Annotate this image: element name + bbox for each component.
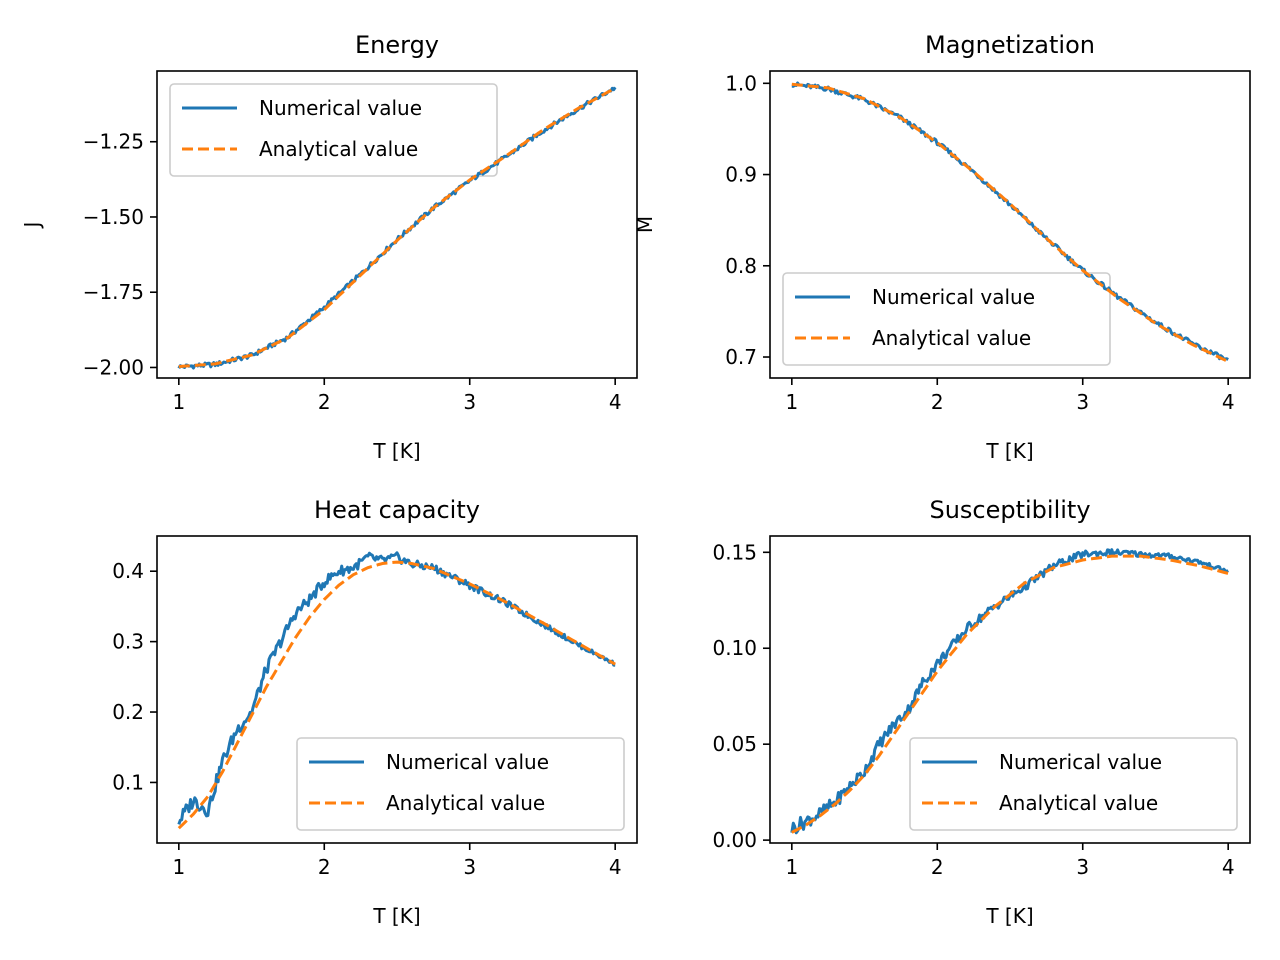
susceptibility-legend [909, 737, 1238, 831]
susceptibility-y-tick-label: 0.15 [712, 540, 757, 564]
magnetization-x-tick-label: 4 [1222, 390, 1235, 414]
susceptibility-y-tick-label: 0.10 [712, 636, 757, 660]
heat-capacity-panel-x-axis-label: T [K] [372, 904, 420, 928]
heat-capacity-panel-legend-label-numerical: Numerical value [386, 750, 549, 774]
energy-x-tick-label: 1 [172, 390, 185, 414]
magnetization-series-group [791, 81, 1229, 363]
magnetization-analytical-series-line [791, 82, 1229, 363]
energy-y-tick-label: −1.50 [83, 205, 144, 229]
heat-capacity-panel-title: Heat capacity [314, 496, 480, 524]
energy-y-tick-label: −2.00 [83, 355, 144, 379]
magnetization-panel-legend-label-analytical: Analytical value [872, 326, 1031, 350]
energy-x-tick-label: 3 [463, 390, 476, 414]
heat-capacity-y-tick-label: 0.1 [112, 770, 144, 794]
energy-x-tick-label: 4 [609, 390, 622, 414]
susceptibility-x-tick-label: 2 [931, 855, 944, 879]
heat-capacity-x-tick-label: 1 [172, 855, 185, 879]
susceptibility-panel-legend-label-numerical: Numerical value [999, 750, 1162, 774]
magnetization-panel-title: Magnetization [925, 31, 1095, 59]
magnetization-panel-x-axis-label: T [K] [985, 439, 1033, 463]
heat-capacity-y-tick-label: 0.4 [112, 559, 144, 583]
energy-y-tick-label: −1.25 [83, 130, 144, 154]
heat-capacity-x-tick-label: 3 [463, 855, 476, 879]
susceptibility-analytical-series-line [791, 554, 1229, 834]
energy-analytical-series-line [178, 86, 616, 369]
energy-x-tick-label: 2 [318, 390, 331, 414]
heat-capacity-legend-frame [296, 737, 625, 831]
susceptibility-legend-frame [909, 737, 1238, 831]
energy-panel-x-axis-label: T [K] [372, 439, 420, 463]
heat-capacity-analytical-series-line [177, 560, 616, 830]
energy-y-tick-label: −1.75 [83, 280, 144, 304]
energy-panel-legend-label-numerical: Numerical value [259, 96, 422, 120]
heat-capacity-panel: 1 2 3 4 0.1 0.2 0.3 0.4 Numerical value Analytica… [112, 496, 638, 928]
energy-panel-y-axis-label: J [20, 222, 44, 230]
energy-panel: 1 2 3 4 −2.00 −1.75 −1.50 −1.25 Numerical value A… [20, 31, 638, 463]
susceptibility-x-tick-label: 4 [1222, 855, 1235, 879]
magnetization-y-tick-label: 0.9 [725, 163, 757, 187]
magnetization-panel-y-axis-label: M [633, 216, 657, 233]
susceptibility-x-tick-label: 3 [1076, 855, 1089, 879]
heat-capacity-y-tick-label: 0.2 [112, 700, 144, 724]
magnetization-legend-frame [782, 272, 1111, 366]
energy-legend-frame [169, 83, 498, 177]
heat-capacity-panel-legend-label-analytical: Analytical value [386, 791, 545, 815]
heat-capacity-x-tick-label: 2 [318, 855, 331, 879]
susceptibility-y-tick-label: 0.00 [712, 828, 757, 852]
magnetization-x-tick-label: 1 [785, 390, 798, 414]
energy-panel-legend-label-analytical: Analytical value [259, 137, 418, 161]
energy-legend [169, 83, 498, 177]
susceptibility-axes-frame [769, 535, 1251, 844]
energy-panel-title: Energy [355, 31, 439, 59]
susceptibility-panel-x-axis-label: T [K] [985, 904, 1033, 928]
susceptibility-y-tick-label: 0.05 [712, 732, 757, 756]
magnetization-y-tick-label: 0.7 [725, 345, 757, 369]
magnetization-x-tick-label: 3 [1076, 390, 1089, 414]
magnetization-y-tick-label: 1.0 [725, 71, 757, 95]
susceptibility-panel-legend-label-analytical: Analytical value [999, 791, 1158, 815]
heat-capacity-axes-frame [156, 535, 638, 844]
heat-capacity-y-tick-label: 0.3 [112, 630, 144, 654]
magnetization-axes-frame [769, 70, 1251, 379]
magnetization-panel-legend-label-numerical: Numerical value [872, 285, 1035, 309]
energy-axes-frame [156, 70, 638, 379]
susceptibility-x-tick-label: 1 [785, 855, 798, 879]
heat-capacity-legend [296, 737, 625, 831]
susceptibility-panel-title: Susceptibility [929, 496, 1090, 524]
magnetization-legend [782, 272, 1111, 366]
heat-capacity-x-tick-label: 4 [609, 855, 622, 879]
magnetization-y-tick-label: 0.8 [725, 254, 757, 278]
susceptibility-series-group [790, 548, 1229, 835]
susceptibility-panel: 1 2 3 4 0.00 0.05 0.10 0.15 Numerical value Analy… [712, 496, 1251, 928]
energy-series-group [177, 86, 617, 370]
heat-capacity-series-group [177, 551, 616, 830]
magnetization-x-tick-label: 2 [931, 390, 944, 414]
magnetization-panel: 1 2 3 4 0.7 0.8 0.9 1.0 Numerical value Analytica… [633, 31, 1251, 463]
